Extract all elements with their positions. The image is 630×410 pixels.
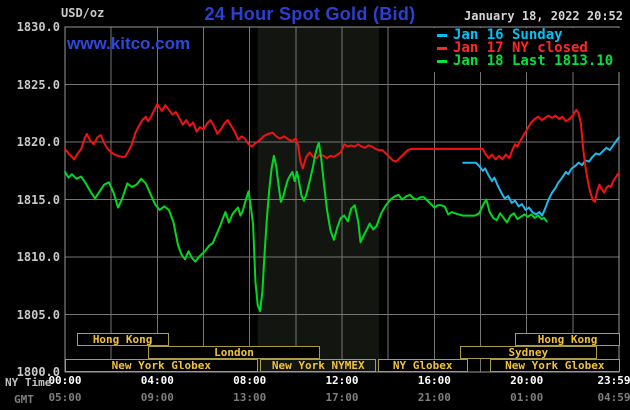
x-axis-tick-ny-23-59: 23:59 xyxy=(597,374,630,387)
session-band-hong-kong-00: Hong Kong xyxy=(76,333,169,346)
x-axis-tick-ny-08-00: 08:00 xyxy=(233,374,267,387)
legend-label-jan-18: Jan 18 Last 1813.10 xyxy=(453,53,614,69)
x-axis-name-gmt: GMT xyxy=(14,393,34,406)
x-axis-tick-ny-16-00: 16:00 xyxy=(417,374,451,387)
session-band-london-10: London xyxy=(148,346,320,359)
legend-item-jan-18: Jan 18 Last 1813.10 xyxy=(437,53,614,69)
legend-line-swatch-icon xyxy=(437,47,447,50)
y-axis-tick-1815: 1815.0 xyxy=(16,192,60,207)
x-axis-tick-gmt-05-00: 05:00 xyxy=(48,391,82,404)
x-axis-tick-gmt-17-00: 17:00 xyxy=(325,391,359,404)
session-band-sydney-11: Sydney xyxy=(459,346,597,359)
chart-title: 24 Hour Spot Gold (Bid) xyxy=(204,4,416,24)
plot-border xyxy=(64,26,620,373)
session-band-new-york-globex-23: New York Globex xyxy=(489,359,620,372)
x-axis-tick-gmt-13-00: 13:00 xyxy=(233,391,267,404)
y-axis-tick-1800: 1800.0 xyxy=(16,365,60,379)
legend-label-jan-16: Jan 16 Sunday xyxy=(453,27,563,43)
y-axis-unit-label: USD/oz xyxy=(61,6,105,20)
session-band-new-york-globex-20: New York Globex xyxy=(65,359,258,372)
legend-label-jan-17: Jan 17 NY closed xyxy=(453,40,588,56)
x-axis-tick-ny-00-00: 00:00 xyxy=(48,374,82,387)
kitco-watermark-link[interactable]: www.kitco.com xyxy=(67,34,191,53)
legend-backdrop xyxy=(430,28,623,72)
x-axis-tick-gmt-01-00: 01:00 xyxy=(510,391,544,404)
x-axis-tick-gmt-04-59: 04:59 xyxy=(597,391,630,404)
y-axis-tick-1805: 1805.0 xyxy=(16,307,60,322)
chart-datetime: January 18, 2022 20:52 xyxy=(464,9,623,23)
y-axis-tick-1810: 1810.0 xyxy=(16,250,60,264)
series-line-jan-18 xyxy=(64,142,548,313)
legend: Jan 16 Sunday Jan 17 NY closed Jan 18 La… xyxy=(437,27,614,69)
x-axis-tick-ny-12-00: 12:00 xyxy=(325,374,359,387)
legend-line-swatch-icon xyxy=(437,60,447,63)
series-line-jan-16-sunday xyxy=(462,136,620,217)
x-axis-tick-gmt-09-00: 09:00 xyxy=(140,391,174,404)
legend-item-jan-16: Jan 16 Sunday xyxy=(437,27,613,43)
legend-item-jan-17: Jan 17 NY closed xyxy=(437,40,613,56)
y-axis-tick-1820: 1820.0 xyxy=(16,135,60,149)
x-axis-tick-gmt-21-00: 21:00 xyxy=(417,391,451,404)
session-band-hong-kong-01: Hong Kong xyxy=(515,333,620,346)
x-axis-tick-ny-20-00: 20:00 xyxy=(510,374,544,387)
session-band-new-york-nymex-21: New York NYMEX xyxy=(260,359,377,372)
x-axis-tick-ny-04-00: 04:00 xyxy=(140,374,174,387)
y-axis-tick-1830: 1830.0 xyxy=(16,20,60,34)
session-band-ny-globex-22: NY Globex xyxy=(377,359,468,372)
y-axis-tick-1825: 1825.0 xyxy=(16,77,60,92)
legend-line-swatch-icon xyxy=(437,34,447,37)
x-axis-name-ny-time: NY Time xyxy=(5,376,52,389)
